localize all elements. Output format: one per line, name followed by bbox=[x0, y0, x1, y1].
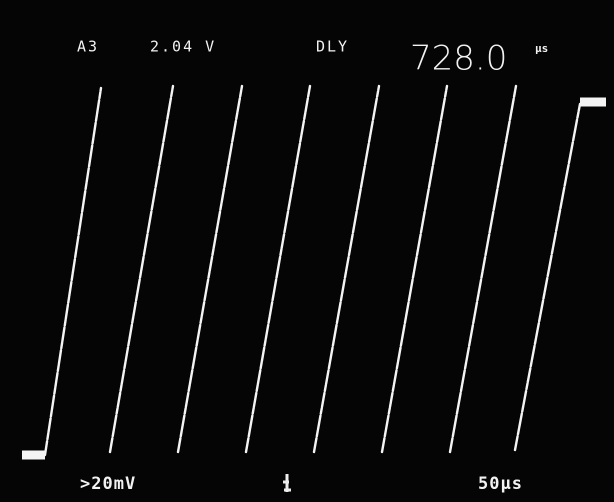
delay-unit: μs bbox=[535, 42, 548, 55]
oscilloscope-screen: A3 2.04 V DLY 728.0 μs >20mV 50μs bbox=[0, 0, 614, 502]
voltage-readout: 2.04 V bbox=[150, 38, 216, 56]
mode-label: DLY bbox=[316, 38, 349, 56]
page: {"readout": {"channel": "A3", "voltage":… bbox=[0, 0, 614, 502]
vertical-scale: >20mV bbox=[80, 474, 136, 494]
delay-readout: 728.0 bbox=[410, 39, 507, 79]
timebase: 50μs bbox=[478, 474, 523, 494]
screen-background bbox=[0, 0, 614, 502]
channel-label: A3 bbox=[77, 38, 99, 56]
